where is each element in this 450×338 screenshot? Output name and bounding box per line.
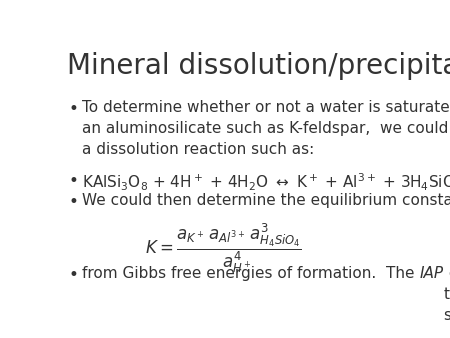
Text: •: • (68, 100, 78, 118)
Text: IAP: IAP (420, 266, 444, 281)
Text: •: • (68, 266, 78, 284)
Text: To determine whether or not a water is saturated with
an aluminosilicate such as: To determine whether or not a water is s… (82, 100, 450, 158)
Text: KAlSi$_3$O$_8$ + 4H$^+$ + 4H$_2$O $\leftrightarrow$ K$^+$ + Al$^{3+}$ + 3H$_4$Si: KAlSi$_3$O$_8$ + 4H$^+$ + 4H$_2$O $\left… (82, 172, 450, 195)
Text: •: • (68, 172, 78, 190)
Text: Mineral dissolution/precipitation: Mineral dissolution/precipitation (67, 52, 450, 80)
Text: $K = \dfrac{a_{K^+}\,a_{Al^{3+}}\,a^{3}_{H_4SiO_4}}{a^{4}_{H^+}}$: $K = \dfrac{a_{K^+}\,a_{Al^{3+}}\,a^{3}_… (145, 221, 302, 275)
Text: could
then be determined from a water analysis,  and the
saturation index calcul: could then be determined from a water an… (444, 266, 450, 323)
Text: We could then determine the equilibrium constant:: We could then determine the equilibrium … (82, 193, 450, 208)
Text: •: • (68, 193, 78, 211)
Text: from Gibbs free energies of formation.  The: from Gibbs free energies of formation. T… (82, 266, 420, 281)
